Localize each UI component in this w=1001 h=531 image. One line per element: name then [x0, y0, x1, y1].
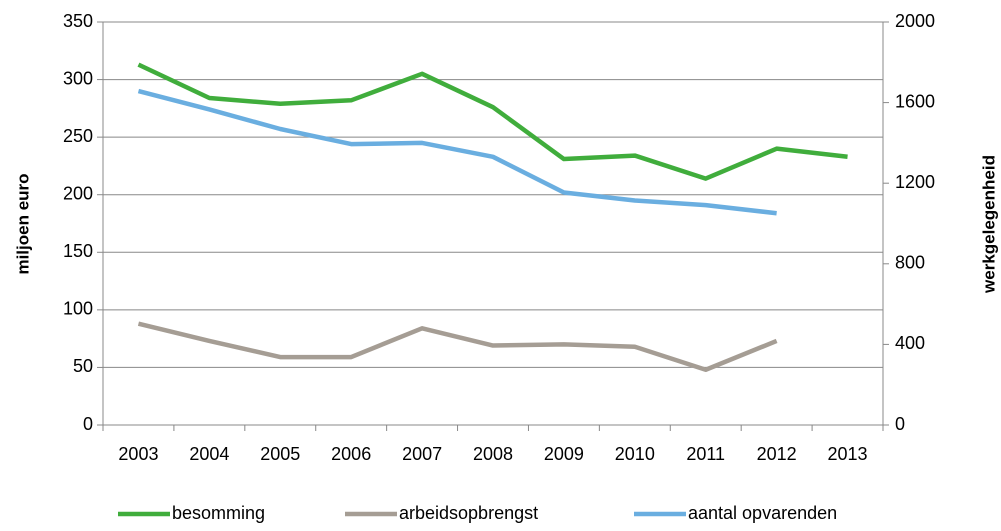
- series-line: [137, 321, 778, 372]
- x-tick-label: 2013: [828, 444, 868, 464]
- x-tick-label: 2010: [615, 444, 655, 464]
- y-axis-title: miljoen euro: [13, 173, 32, 274]
- y-tick-label: 200: [63, 183, 93, 203]
- x-tick-label: 2011: [686, 444, 725, 464]
- y-tick-label: 350: [63, 11, 93, 31]
- x-tick-label: 2008: [473, 444, 513, 464]
- series-line: [137, 62, 848, 181]
- y2-tick-label: 800: [895, 253, 925, 273]
- y-tick-label: 0: [83, 414, 93, 434]
- legend-label: arbeidsopbrengst: [399, 503, 538, 523]
- x-tick-label: 2004: [189, 444, 229, 464]
- y2-tick-label: 1200: [895, 172, 935, 192]
- x-tick-label: 2009: [544, 444, 584, 464]
- y-tick-label: 300: [63, 68, 93, 88]
- x-tick-label: 2003: [118, 444, 158, 464]
- y2-tick-label: 2000: [895, 11, 935, 31]
- y2-tick-label: 0: [895, 414, 905, 434]
- legend-label: besomming: [172, 503, 265, 523]
- x-tick-label: 2007: [402, 444, 442, 464]
- x-tick-label: 2012: [757, 444, 797, 464]
- y-tick-label: 150: [63, 241, 93, 261]
- y2-axis-title: werkgelegenheid: [979, 155, 998, 294]
- y2-tick-label: 1600: [895, 91, 935, 111]
- y2-tick-label: 400: [895, 333, 925, 353]
- x-tick-label: 2006: [331, 444, 371, 464]
- x-tick-label: 2005: [260, 444, 300, 464]
- y-tick-label: 100: [63, 299, 93, 319]
- y-tick-label: 50: [73, 356, 93, 376]
- y-tick-label: 250: [63, 126, 93, 146]
- legend-label: aantal opvarenden: [688, 503, 837, 523]
- series-line: [137, 88, 777, 216]
